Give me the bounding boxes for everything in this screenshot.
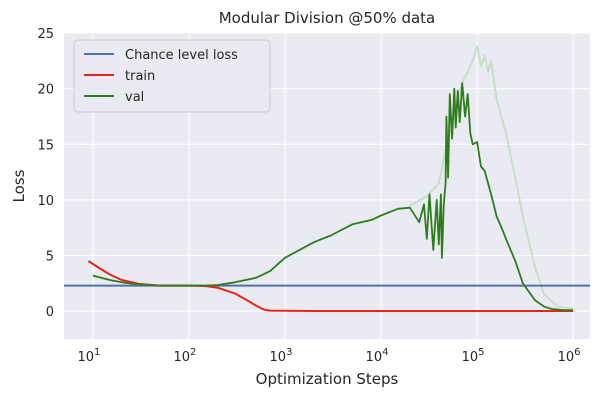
x-tick-label: 102: [173, 347, 196, 365]
y-tick-label: 15: [37, 138, 54, 153]
y-axis-label: Loss: [10, 169, 28, 202]
y-tick-label: 20: [37, 83, 54, 98]
y-tick-label: 5: [46, 250, 54, 265]
legend-label-train: train: [125, 69, 155, 84]
x-tick-label: 101: [77, 347, 100, 365]
x-axis-label: Optimization Steps: [256, 370, 399, 388]
y-tick-label: 10: [37, 194, 54, 209]
y-tick-label: 0: [46, 305, 54, 320]
y-tick-labels: 0 5 10 15 20 25: [37, 27, 54, 320]
x-tick-labels: 101 102 103 104 105 106: [77, 347, 580, 365]
train-line: [87, 260, 574, 312]
x-tick-label: 104: [366, 347, 389, 365]
series-layer: [64, 45, 590, 312]
y-tick-label: 25: [37, 27, 54, 42]
legend-box: [73, 39, 271, 113]
x-tick-label: 105: [462, 347, 485, 365]
x-tick-label: 106: [558, 347, 581, 365]
legend: Chance level loss train val: [73, 39, 271, 113]
legend-label-val: val: [125, 90, 144, 105]
legend-label-chance: Chance level loss: [125, 48, 238, 63]
chart-title: Modular Division @50% data: [219, 9, 436, 27]
val-line: [92, 82, 574, 311]
x-tick-label: 103: [270, 347, 293, 365]
